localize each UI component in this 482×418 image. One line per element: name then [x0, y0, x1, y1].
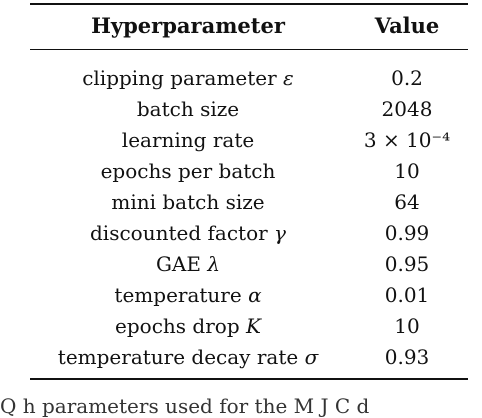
- value-cell: 0.95: [384, 251, 430, 276]
- value-cell: 0.99: [384, 220, 430, 245]
- table-row: epochs per batch 10: [30, 155, 468, 186]
- value-cell: 64: [394, 189, 420, 214]
- value-cell: 0.93: [384, 344, 430, 369]
- top-rule: [30, 3, 468, 5]
- table-row: clipping parameter ε 0.2: [30, 62, 468, 93]
- value-cell: 2048: [381, 96, 433, 121]
- value-cell: 10: [394, 313, 420, 338]
- symbol-gamma: γ: [274, 220, 286, 245]
- param-cell: temperature decay rate σ: [57, 344, 319, 369]
- table-row: discounted factor γ 0.99: [30, 217, 468, 248]
- symbol-alpha: α: [248, 282, 262, 307]
- header-rule: [30, 49, 468, 50]
- table-row: mini batch size 64: [30, 186, 468, 217]
- param-cell: discounted factor γ: [90, 220, 286, 245]
- symbol-epsilon: ε: [283, 65, 294, 90]
- param-cell: epochs per batch: [100, 158, 276, 183]
- header-hyperparameter: Hyperparameter: [91, 12, 285, 38]
- table-row: temperature decay rate σ 0.93: [30, 341, 468, 372]
- param-cell: temperature α: [114, 282, 262, 307]
- param-cell: mini batch size: [111, 189, 265, 214]
- header-value: Value: [374, 12, 440, 38]
- value-cell: 0.2: [391, 65, 423, 90]
- table-row: learning rate 3 × 10⁻⁴: [30, 124, 468, 155]
- table-row: batch size 2048: [30, 93, 468, 124]
- param-cell: GAE λ: [155, 251, 221, 276]
- table-caption: Q h parameters used for the M J C d: [0, 394, 370, 418]
- symbol-lambda: λ: [207, 251, 221, 276]
- table-row: temperature α 0.01: [30, 279, 468, 310]
- param-cell: epochs drop K: [115, 313, 261, 338]
- value-cell: 10: [394, 158, 420, 183]
- param-cell: learning rate: [121, 127, 255, 152]
- table-row: GAE λ 0.95: [30, 248, 468, 279]
- header-row: Hyperparameter Value: [30, 5, 468, 45]
- symbol-sigma: σ: [304, 344, 319, 369]
- bottom-rule: [30, 378, 468, 380]
- symbol-k: K: [246, 313, 261, 338]
- hyperparameter-table: Hyperparameter Value clipping parameter …: [30, 0, 468, 380]
- value-cell: 3 × 10⁻⁴: [363, 127, 451, 152]
- table-row: epochs drop K 10: [30, 310, 468, 341]
- param-cell: batch size: [136, 96, 240, 121]
- value-cell: 0.01: [384, 282, 430, 307]
- param-cell: clipping parameter ε: [82, 65, 294, 90]
